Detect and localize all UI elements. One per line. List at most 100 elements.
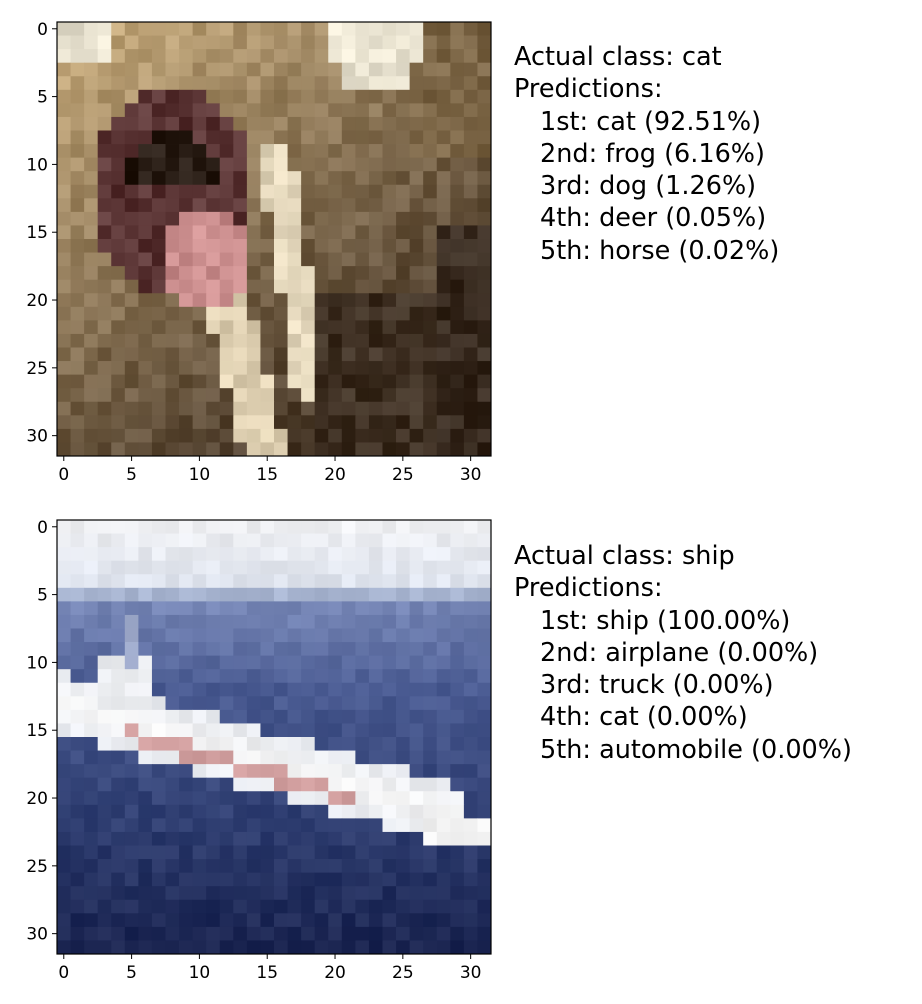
image-pixel bbox=[233, 320, 248, 335]
image-pixel bbox=[287, 266, 302, 281]
image-pixel bbox=[477, 859, 492, 874]
prediction-item: 2nd: frog (6.16%) bbox=[540, 138, 765, 169]
image-pixel bbox=[287, 76, 302, 91]
image-pixel bbox=[84, 89, 99, 104]
image-pixel bbox=[246, 157, 261, 172]
image-pixel bbox=[463, 886, 478, 901]
image-pixel bbox=[450, 374, 465, 389]
image-pixel bbox=[341, 252, 356, 267]
image-pixel bbox=[436, 682, 451, 697]
image-pixel bbox=[341, 777, 356, 792]
y-tick-label: 20 bbox=[26, 291, 48, 311]
image-pixel bbox=[233, 614, 248, 629]
image-pixel bbox=[450, 913, 465, 928]
image-pixel bbox=[274, 804, 288, 819]
image-pixel bbox=[341, 76, 356, 91]
image-pixel bbox=[314, 642, 329, 657]
image-pixel bbox=[341, 574, 356, 589]
image-pixel bbox=[301, 293, 316, 308]
image-pixel bbox=[301, 723, 316, 738]
image-pixel bbox=[206, 764, 221, 779]
image-pixel bbox=[463, 818, 478, 833]
image-pixel bbox=[341, 872, 356, 887]
image-pixel bbox=[179, 279, 194, 294]
image-pixel bbox=[192, 872, 207, 887]
image-pixel bbox=[57, 818, 71, 833]
image-pixel bbox=[70, 89, 85, 104]
image-pixel bbox=[450, 89, 465, 104]
image-pixel bbox=[341, 62, 356, 77]
image-pixel bbox=[463, 252, 478, 267]
image-pixel bbox=[151, 777, 166, 792]
image-pixel bbox=[355, 347, 370, 362]
image-pixel bbox=[450, 401, 465, 416]
image-pixel bbox=[477, 520, 492, 534]
image-pixel bbox=[423, 547, 438, 562]
image-pixel bbox=[423, 252, 438, 267]
image-pixel bbox=[97, 709, 112, 724]
image-pixel bbox=[165, 601, 180, 616]
image-pixel bbox=[301, 35, 316, 50]
image-pixel bbox=[396, 804, 411, 819]
image-pixel bbox=[463, 520, 478, 534]
image-pixel bbox=[396, 415, 411, 430]
image-pixel bbox=[341, 533, 356, 548]
image-pixel bbox=[274, 750, 288, 765]
image-pixel bbox=[111, 89, 126, 104]
image-pixel bbox=[423, 791, 438, 806]
image-pixel bbox=[206, 306, 221, 321]
image-pixel bbox=[260, 587, 275, 602]
image-pixel bbox=[70, 926, 85, 941]
image-pixel bbox=[260, 62, 275, 77]
image-pixel bbox=[436, 361, 451, 376]
image-pixel bbox=[138, 157, 153, 172]
image-pixel bbox=[314, 574, 329, 589]
image-pixel bbox=[165, 574, 180, 589]
image-pixel bbox=[477, 415, 492, 430]
image-pixel bbox=[70, 845, 85, 860]
image-pixel bbox=[97, 804, 112, 819]
image-pixel bbox=[274, 198, 288, 213]
image-pixel bbox=[463, 89, 478, 104]
image-pixel bbox=[274, 252, 288, 267]
image-pixel bbox=[97, 614, 112, 629]
image-pixel bbox=[287, 872, 302, 887]
image-pixel bbox=[355, 737, 370, 751]
image-pixel bbox=[124, 171, 139, 186]
image-pixel bbox=[219, 845, 234, 860]
image-pixel bbox=[450, 804, 465, 819]
image-pixel bbox=[165, 22, 180, 36]
image-pixel bbox=[179, 777, 194, 792]
image-pixel bbox=[301, 49, 316, 64]
image-pixel bbox=[341, 198, 356, 213]
image-pixel bbox=[436, 601, 451, 616]
image-pixel bbox=[396, 293, 411, 308]
image-pixel bbox=[368, 737, 383, 751]
image-pixel bbox=[84, 22, 99, 36]
image-pixel bbox=[206, 211, 221, 226]
image-pixel bbox=[151, 899, 166, 914]
image-pixel bbox=[219, 574, 234, 589]
image-pixel bbox=[151, 184, 166, 199]
image-pixel bbox=[165, 144, 180, 159]
image-pixel bbox=[423, 279, 438, 294]
image-pixel bbox=[396, 35, 411, 50]
image-pixel bbox=[355, 171, 370, 186]
image-pixel bbox=[219, 320, 234, 335]
image-pixel bbox=[382, 279, 397, 294]
image-pixel bbox=[97, 130, 112, 145]
image-pixel bbox=[274, 130, 288, 145]
image-pixel bbox=[355, 374, 370, 389]
image-pixel bbox=[409, 845, 424, 860]
image-pixel bbox=[274, 239, 288, 253]
image-pixel bbox=[274, 709, 288, 724]
image-pixel bbox=[436, 764, 451, 779]
image-pixel bbox=[409, 415, 424, 430]
image-pixel bbox=[314, 655, 329, 670]
image-pixel bbox=[70, 831, 85, 846]
image-pixel bbox=[328, 103, 343, 118]
image-pixel bbox=[274, 428, 288, 443]
image-pixel bbox=[179, 388, 194, 403]
image-pixel bbox=[341, 279, 356, 294]
image-pixel bbox=[341, 266, 356, 281]
